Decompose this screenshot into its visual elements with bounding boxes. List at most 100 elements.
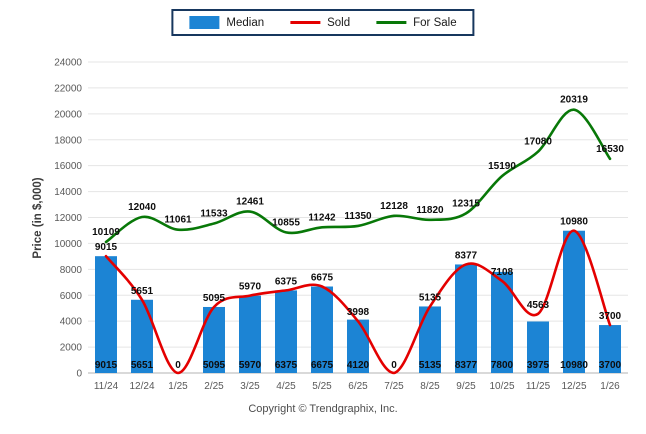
svg-text:0: 0 [175, 360, 181, 371]
svg-text:10000: 10000 [54, 239, 82, 250]
svg-text:4/25: 4/25 [276, 381, 296, 392]
svg-text:10980: 10980 [560, 360, 588, 371]
svg-text:10109: 10109 [92, 227, 120, 238]
svg-text:10855: 10855 [272, 217, 300, 228]
svg-text:5970: 5970 [239, 360, 262, 371]
median-bar [491, 271, 513, 373]
median-bar [203, 306, 225, 373]
svg-text:5/25: 5/25 [312, 381, 332, 392]
svg-text:11061: 11061 [164, 215, 192, 226]
svg-text:12128: 12128 [380, 201, 408, 212]
median-bars [95, 230, 621, 373]
svg-text:20319: 20319 [560, 95, 588, 106]
svg-text:7108: 7108 [491, 267, 514, 278]
sold-line [104, 229, 612, 375]
bar-value-labels: 9015 5651 0 5095 5970 6375 6675 4120 0 5135 8377 78… [95, 360, 622, 371]
svg-text:5135: 5135 [419, 292, 442, 303]
svg-text:5651: 5651 [131, 360, 154, 371]
svg-text:8377: 8377 [455, 250, 478, 261]
svg-text:1/26: 1/26 [600, 381, 620, 392]
svg-text:3700: 3700 [599, 311, 622, 322]
median-bar [599, 325, 621, 373]
svg-text:6375: 6375 [275, 276, 298, 287]
svg-text:5095: 5095 [203, 360, 226, 371]
svg-text:12040: 12040 [128, 202, 156, 213]
svg-text:17080: 17080 [524, 137, 552, 148]
svg-text:3998: 3998 [347, 307, 370, 318]
svg-text:12000: 12000 [54, 213, 82, 224]
svg-text:24000: 24000 [54, 58, 82, 69]
median-bar [347, 319, 369, 373]
median-bar [95, 256, 117, 373]
forsale-value-labels: 10109 12040 11061 11533 12461 10855 11242 11350… [92, 95, 624, 238]
svg-text:6375: 6375 [275, 360, 298, 371]
svg-text:11350: 11350 [344, 211, 372, 222]
chart-legend: Median Sold For Sale [171, 9, 475, 36]
svg-text:9015: 9015 [95, 242, 118, 253]
svg-text:4120: 4120 [347, 360, 370, 371]
svg-text:8/25: 8/25 [420, 381, 440, 392]
svg-text:7800: 7800 [491, 360, 514, 371]
median-bar-swatch-icon [189, 16, 220, 29]
svg-text:11242: 11242 [308, 212, 336, 223]
svg-text:10/25: 10/25 [489, 381, 514, 392]
svg-text:4000: 4000 [60, 317, 83, 328]
svg-text:22000: 22000 [54, 83, 82, 94]
svg-text:18000: 18000 [54, 135, 82, 146]
svg-text:12315: 12315 [452, 198, 480, 209]
median-bar [311, 286, 333, 373]
svg-text:11/24: 11/24 [94, 381, 119, 392]
median-bar [275, 290, 297, 373]
svg-text:2/25: 2/25 [204, 381, 224, 392]
svg-text:11/25: 11/25 [526, 381, 551, 392]
svg-text:6000: 6000 [60, 291, 83, 302]
gridlines [88, 61, 628, 374]
legend-label-sold: Sold [327, 16, 351, 29]
sold-line-swatch-icon [290, 21, 321, 24]
svg-text:5095: 5095 [203, 293, 226, 304]
forsale-line-swatch-icon [376, 21, 407, 24]
svg-text:2000: 2000 [60, 343, 83, 354]
svg-text:14000: 14000 [54, 187, 82, 198]
svg-text:4563: 4563 [527, 300, 550, 311]
median-bar [563, 230, 585, 373]
svg-text:3975: 3975 [527, 360, 550, 371]
svg-text:20000: 20000 [54, 109, 82, 120]
y-axis-tick-labels: 0 2000 4000 6000 8000 10000 12000 14000 16000 180… [54, 58, 82, 380]
svg-text:5970: 5970 [239, 282, 262, 293]
svg-text:16000: 16000 [54, 161, 82, 172]
svg-text:11533: 11533 [200, 209, 228, 220]
median-bar [239, 295, 261, 373]
median-bar [455, 264, 477, 373]
svg-text:3700: 3700 [599, 360, 622, 371]
svg-text:8000: 8000 [60, 265, 83, 276]
sold-value-labels: 9015 5651 5095 5970 6375 6675 3998 5135 8377 7108… [95, 217, 622, 322]
svg-text:6675: 6675 [311, 273, 334, 284]
svg-text:5651: 5651 [131, 286, 154, 297]
svg-text:0: 0 [391, 360, 397, 371]
svg-text:6/25: 6/25 [348, 381, 368, 392]
svg-text:5135: 5135 [419, 360, 442, 371]
svg-text:7/25: 7/25 [384, 381, 404, 392]
x-axis-labels: 11/24 12/24 1/25 2/25 3/25 4/25 5/25 6/25 7/25 8/… [94, 381, 620, 392]
median-bar [527, 321, 549, 373]
svg-text:9/25: 9/25 [456, 381, 476, 392]
svg-text:9015: 9015 [95, 360, 118, 371]
svg-text:0: 0 [76, 369, 82, 380]
svg-text:1/25: 1/25 [168, 381, 188, 392]
price-chart-canvas: 0 2000 4000 6000 8000 10000 12000 14000 16000 180… [54, 58, 628, 392]
median-bar [131, 299, 153, 373]
legend-item-median: Median [189, 16, 264, 29]
svg-text:16530: 16530 [596, 144, 624, 155]
svg-text:8377: 8377 [455, 360, 478, 371]
svg-text:12461: 12461 [236, 197, 264, 208]
svg-text:15190: 15190 [488, 161, 516, 172]
forsale-line [104, 108, 612, 244]
svg-text:3/25: 3/25 [240, 381, 260, 392]
legend-label-forsale: For Sale [413, 16, 457, 29]
copyright-text: Copyright © Trendgraphix, Inc. [248, 403, 398, 415]
svg-text:6675: 6675 [311, 360, 334, 371]
svg-text:12/25: 12/25 [561, 381, 586, 392]
legend-item-sold: Sold [290, 17, 350, 29]
